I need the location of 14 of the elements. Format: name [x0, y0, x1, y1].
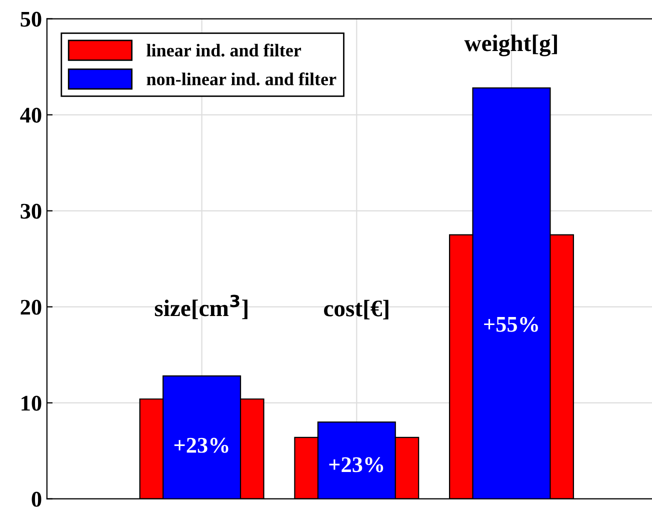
annotation: +23% [329, 457, 384, 472]
y-tick-label: 50 [20, 12, 42, 27]
annotation: +55% [484, 316, 538, 332]
y-tick-label: 10 [22, 396, 42, 411]
x-tick-label: cost[€] [324, 300, 388, 320]
legend-label: non-linear ind. and filter [146, 72, 336, 86]
y-tick-label: 30 [20, 204, 42, 219]
y-tick-label: 40 [20, 108, 42, 123]
x-tick-label: size[cm$^{3}$] [154, 294, 248, 320]
legend-label: linear ind. and filter [146, 44, 302, 57]
y-tick-label: 0 [32, 492, 42, 507]
x-tick-label: weight[g] [464, 34, 557, 56]
annotation: +23% [174, 438, 228, 453]
y-tick-label: 20 [20, 300, 42, 315]
